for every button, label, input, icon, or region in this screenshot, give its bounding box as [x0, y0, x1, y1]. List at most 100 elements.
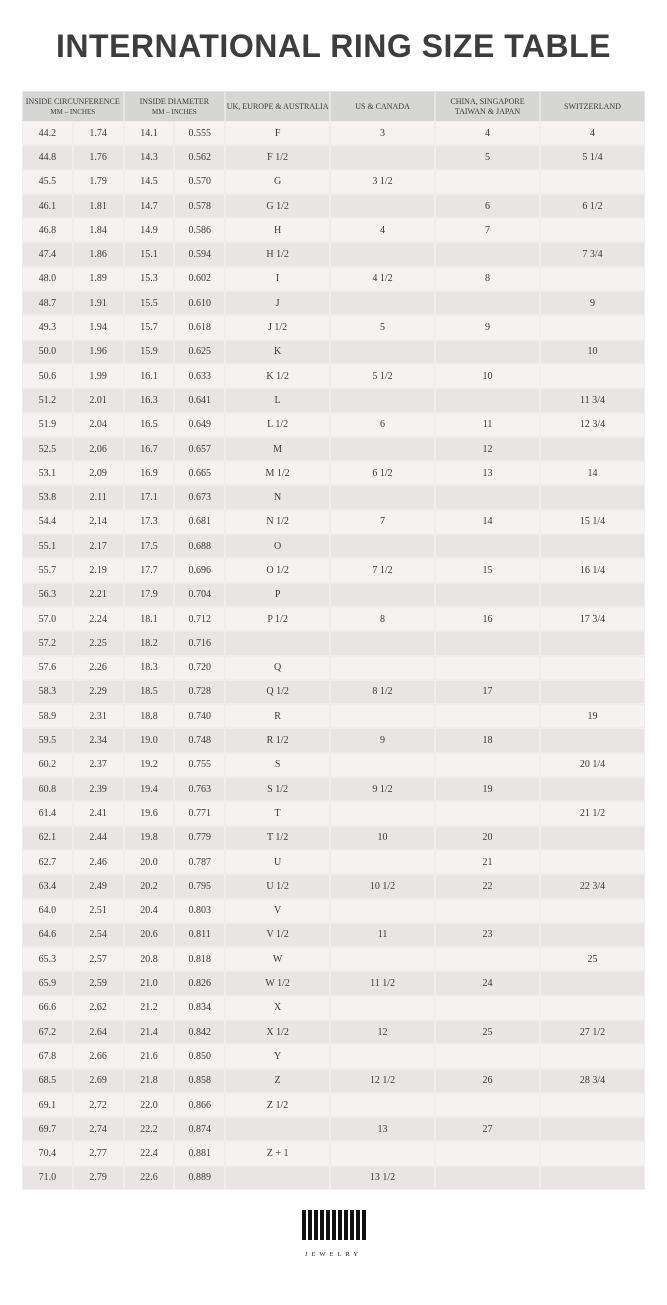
table-row: 45.51.7914.50.570G3 1/2 [22, 170, 645, 194]
table-cell: 51.2 [22, 388, 73, 412]
table-cell: 2.17 [73, 534, 124, 558]
table-cell: 15.1 [124, 242, 175, 266]
table-cell: 21.2 [124, 996, 175, 1020]
table-cell [540, 1117, 645, 1141]
table-cell [330, 631, 435, 655]
table-cell: 0.866 [174, 1093, 225, 1117]
table-cell: 22.2 [124, 1117, 175, 1141]
table-cell: 2.72 [73, 1093, 124, 1117]
table-cell: S 1/2 [225, 777, 330, 801]
table-cell: 0.748 [174, 728, 225, 752]
table-cell [435, 583, 540, 607]
table-cell: 69.7 [22, 1117, 73, 1141]
table-cell: 58.3 [22, 680, 73, 704]
table-cell: 0.649 [174, 413, 225, 437]
table-cell: Q 1/2 [225, 680, 330, 704]
table-row: 64.62.5420.60.811V 1/21123 [22, 923, 645, 947]
table-cell: 0.850 [174, 1044, 225, 1068]
table-cell: 1.99 [73, 364, 124, 388]
table-cell: 16.9 [124, 461, 175, 485]
table-cell: 0.787 [174, 850, 225, 874]
table-cell [330, 996, 435, 1020]
table-cell [330, 583, 435, 607]
table-cell: J 1/2 [225, 315, 330, 339]
table-cell: 0.618 [174, 315, 225, 339]
table-cell: 60.8 [22, 777, 73, 801]
table-cell: 2.34 [73, 728, 124, 752]
table-cell: 20.0 [124, 850, 175, 874]
table-cell: H 1/2 [225, 242, 330, 266]
table-cell: 46.8 [22, 218, 73, 242]
table-cell [330, 194, 435, 218]
table-cell: 14.3 [124, 145, 175, 169]
table-cell: 48.7 [22, 291, 73, 315]
table-cell [435, 291, 540, 315]
table-row: 53.12.0916.90.665M 1/26 1/21314 [22, 461, 645, 485]
table-cell: 2.19 [73, 558, 124, 582]
table-cell: 20 [435, 826, 540, 850]
table-cell: 12 [435, 437, 540, 461]
table-cell [540, 1093, 645, 1117]
table-cell: 0.795 [174, 874, 225, 898]
table-cell [225, 1117, 330, 1141]
table-cell: M [225, 437, 330, 461]
table-row: 44.21.7414.10.555F344 [22, 121, 645, 145]
table-cell: P 1/2 [225, 607, 330, 631]
table-cell: R [225, 704, 330, 728]
table-head: INSIDE CIRCUNFERENCE MM – INCHES INSIDE … [22, 91, 645, 121]
table-cell: 57.2 [22, 631, 73, 655]
table-cell: 1.89 [73, 267, 124, 291]
table-cell: 0.889 [174, 1166, 225, 1190]
table-cell: I [225, 267, 330, 291]
table-cell: 1.74 [73, 121, 124, 145]
table-cell: 18.8 [124, 704, 175, 728]
table-cell: 21 [435, 850, 540, 874]
table-cell [330, 388, 435, 412]
table-cell: W 1/2 [225, 971, 330, 995]
table-cell: 56.3 [22, 583, 73, 607]
table-cell: 12 [330, 1020, 435, 1044]
table-cell [330, 656, 435, 680]
table-cell: 2.39 [73, 777, 124, 801]
table-cell: 2.46 [73, 850, 124, 874]
table-cell: O [225, 534, 330, 558]
table-cell: X 1/2 [225, 1020, 330, 1044]
table-cell [330, 145, 435, 169]
table-cell: 25 [435, 1020, 540, 1044]
table-cell: N [225, 485, 330, 509]
table-cell: 2.06 [73, 437, 124, 461]
table-row: 70.42.7722.40.881Z + 1 [22, 1141, 645, 1165]
table-cell [435, 1141, 540, 1165]
table-cell: 17.5 [124, 534, 175, 558]
table-cell: 22.0 [124, 1093, 175, 1117]
table-cell [435, 947, 540, 971]
table-cell: 47.4 [22, 242, 73, 266]
table-cell: O 1/2 [225, 558, 330, 582]
table-cell [330, 1141, 435, 1165]
table-cell: 70.4 [22, 1141, 73, 1165]
table-cell: 62.1 [22, 826, 73, 850]
table-cell: 60.2 [22, 753, 73, 777]
table-cell: 59.5 [22, 728, 73, 752]
table-cell [540, 1141, 645, 1165]
table-cell: 2.01 [73, 388, 124, 412]
table-cell: 7 [435, 218, 540, 242]
table-cell: 0.881 [174, 1141, 225, 1165]
col-header-circumference: INSIDE CIRCUNFERENCE MM – INCHES [22, 91, 124, 121]
table-cell [330, 485, 435, 509]
table-cell: 14.5 [124, 170, 175, 194]
table-cell: J [225, 291, 330, 315]
table-cell: 64.6 [22, 923, 73, 947]
table-cell: 2.25 [73, 631, 124, 655]
table-cell: 0.720 [174, 656, 225, 680]
table-cell: 6 1/2 [330, 461, 435, 485]
table-cell: U [225, 850, 330, 874]
brand-subtext: JEWELRY [22, 1251, 645, 1258]
table-cell: 11 [435, 413, 540, 437]
table-row: 60.22.3719.20.755S20 1/4 [22, 753, 645, 777]
table-cell: 0.657 [174, 437, 225, 461]
table-cell: 55.1 [22, 534, 73, 558]
table-cell: 0.594 [174, 242, 225, 266]
table-cell: 50.0 [22, 340, 73, 364]
table-cell: 0.704 [174, 583, 225, 607]
